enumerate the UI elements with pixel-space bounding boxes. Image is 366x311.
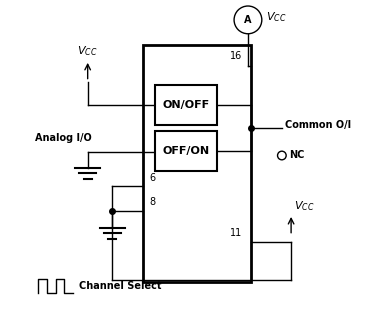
Text: NC: NC	[290, 151, 305, 160]
Text: $V_{CC}$: $V_{CC}$	[294, 199, 315, 212]
Text: Common O/I: Common O/I	[285, 120, 351, 130]
Text: Analog I/O: Analog I/O	[35, 133, 92, 143]
Text: 6: 6	[149, 173, 156, 183]
Text: 16: 16	[229, 52, 242, 62]
Text: 8: 8	[149, 197, 156, 207]
Text: A: A	[244, 15, 252, 25]
Bar	[156, 131, 217, 171]
Bar	[143, 44, 251, 282]
Text: 11: 11	[229, 228, 242, 238]
Text: ON/OFF: ON/OFF	[163, 100, 210, 110]
Circle shape	[277, 151, 286, 160]
Text: $V_{CC}$: $V_{CC}$	[266, 10, 287, 24]
Text: Channel Select: Channel Select	[79, 281, 161, 291]
Bar	[156, 85, 217, 125]
Text: OFF/ON: OFF/ON	[163, 146, 210, 156]
Circle shape	[234, 6, 262, 34]
Text: $V_{CC}$: $V_{CC}$	[78, 44, 98, 58]
